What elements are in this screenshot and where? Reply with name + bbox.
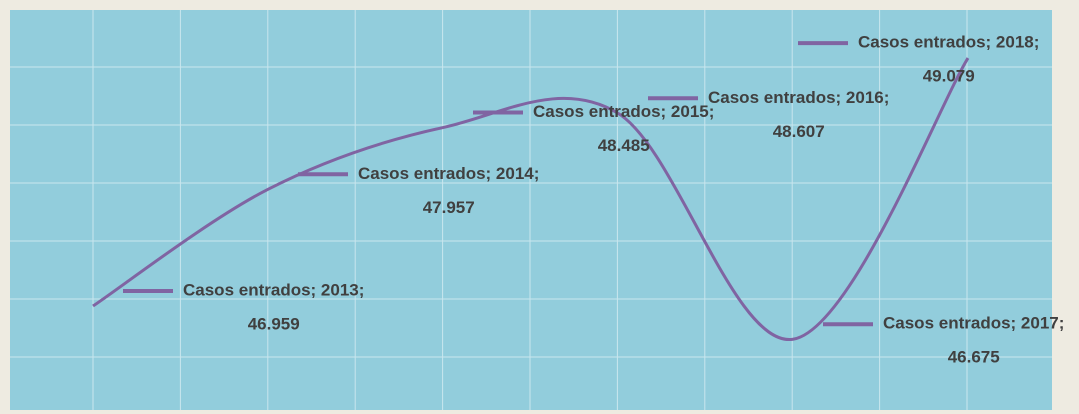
data-label: Casos entrados; 2013; <box>183 281 364 300</box>
data-label: Casos entrados; 2018; <box>858 33 1039 52</box>
data-label: Casos entrados; 2015; <box>533 102 714 121</box>
data-label: Casos entrados; 2016; <box>708 88 889 107</box>
data-label: Casos entrados; 2017; <box>883 314 1064 333</box>
data-value-label: 46.675 <box>948 348 1000 367</box>
line <box>92 57 970 341</box>
data-value-label: 46.959 <box>248 315 300 334</box>
data-value-label: 48.485 <box>598 136 650 155</box>
data-value-label: 48.607 <box>773 122 825 141</box>
data-value-label: 49.079 <box>923 67 975 86</box>
data-value-label: 47.957 <box>423 198 475 217</box>
data-label: Casos entrados; 2014; <box>358 164 539 183</box>
plot-area <box>10 10 1052 410</box>
